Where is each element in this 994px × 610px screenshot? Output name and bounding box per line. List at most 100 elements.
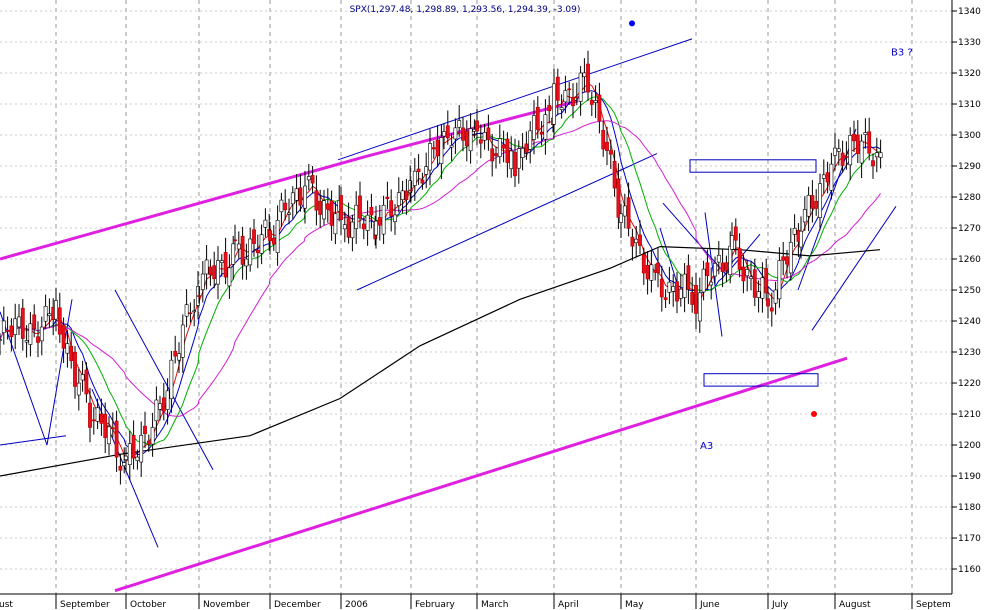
- candle-body: [509, 150, 514, 169]
- candle-body: [589, 99, 594, 105]
- candle-body: [671, 286, 676, 292]
- candle-body: [449, 145, 454, 148]
- candle-body: [73, 352, 77, 387]
- candle-body: [346, 217, 351, 238]
- candle-body: [844, 156, 849, 158]
- x-tick-label: April: [558, 600, 579, 610]
- candle-body: [350, 221, 355, 239]
- candle-body: [686, 265, 691, 290]
- y-tick-label: 1250: [958, 286, 981, 296]
- candle-body: [567, 88, 572, 91]
- candle-body: [612, 160, 617, 189]
- candle-body: [114, 420, 119, 458]
- candle-body: [43, 305, 48, 322]
- candle-body: [501, 144, 506, 149]
- candle-body: [369, 206, 374, 216]
- candle-body: [287, 212, 291, 215]
- candle-body: [150, 427, 155, 445]
- candle-body: [80, 374, 85, 381]
- candle-body: [310, 175, 315, 184]
- top-dot-marker: [629, 20, 635, 27]
- candle-body: [608, 150, 613, 155]
- candle-body: [110, 427, 115, 430]
- candle-body: [365, 214, 370, 231]
- candle-body: [146, 440, 151, 445]
- x-tick-label: March: [481, 600, 508, 610]
- candle-body: [701, 268, 706, 293]
- candle-body: [173, 350, 178, 357]
- candle-body: [358, 195, 362, 219]
- candle-body: [124, 455, 128, 460]
- candle-body: [478, 139, 483, 144]
- candle-body: [494, 153, 498, 156]
- candle-body: [833, 147, 837, 156]
- candle-body: [95, 407, 100, 422]
- candle-body: [555, 76, 560, 101]
- candle-body: [0, 339, 2, 341]
- y-tick-label: 1190: [958, 472, 981, 482]
- candle-body: [268, 230, 272, 242]
- candle-body: [785, 256, 789, 265]
- candle-body: [649, 264, 654, 281]
- candle-body: [275, 220, 280, 253]
- candle-body: [810, 195, 815, 209]
- candle-body: [694, 285, 698, 314]
- candle-body: [24, 340, 29, 343]
- candle-body: [244, 258, 249, 267]
- candle-body: [396, 192, 401, 207]
- y-tick-label: 1210: [958, 410, 981, 420]
- candle-body: [99, 413, 104, 424]
- x-tick-label: June: [699, 600, 720, 610]
- y-tick-label: 1220: [958, 379, 981, 389]
- candle-body: [773, 289, 778, 304]
- candle-body: [184, 304, 189, 317]
- candle-body: [329, 200, 334, 226]
- y-tick-label: 1340: [958, 7, 981, 17]
- y-tick-label: 1270: [958, 224, 981, 234]
- candle-body: [248, 238, 253, 266]
- candle-body: [752, 269, 757, 298]
- candle-body: [259, 234, 264, 254]
- candle-body: [39, 326, 44, 342]
- candle-body: [408, 180, 413, 193]
- candle-body: [84, 369, 89, 395]
- candle-body: [306, 176, 311, 181]
- candle-body: [520, 147, 525, 158]
- candle-body: [158, 403, 162, 410]
- candle-body: [709, 281, 714, 286]
- y-tick-label: 1170: [958, 534, 981, 544]
- candle-body: [605, 141, 609, 151]
- y-tick-label: 1300: [958, 131, 981, 141]
- candle-body: [122, 462, 127, 467]
- candle-body: [61, 324, 66, 349]
- annotation-a3: A3: [700, 441, 713, 452]
- candle-body: [513, 151, 517, 177]
- candle-body: [28, 323, 33, 345]
- candle-body: [1, 320, 6, 333]
- candle-body: [586, 63, 590, 93]
- candle-body: [667, 281, 672, 293]
- candle-body: [9, 325, 14, 338]
- candle-body: [255, 249, 260, 254]
- candle-body: [318, 200, 323, 215]
- candle-body: [690, 291, 695, 305]
- candle-body: [88, 402, 92, 428]
- plot-background: [0, 0, 952, 594]
- candle-body: [416, 168, 421, 173]
- candle-body: [263, 219, 268, 228]
- candle-body: [57, 307, 62, 335]
- candle-body: [802, 209, 807, 223]
- candle-body: [223, 252, 228, 278]
- annotation-layer: B3 ? A3: [629, 20, 913, 452]
- y-tick-label: 1330: [958, 38, 981, 48]
- x-tick-label: July: [771, 600, 789, 610]
- candle-body: [547, 105, 552, 112]
- candle-body: [777, 260, 782, 300]
- candle-body: [17, 316, 21, 328]
- candle-body: [563, 90, 568, 103]
- candle-body: [424, 166, 429, 175]
- candle-body: [325, 203, 330, 210]
- candle-body: [69, 345, 74, 362]
- candle-body: [76, 382, 81, 396]
